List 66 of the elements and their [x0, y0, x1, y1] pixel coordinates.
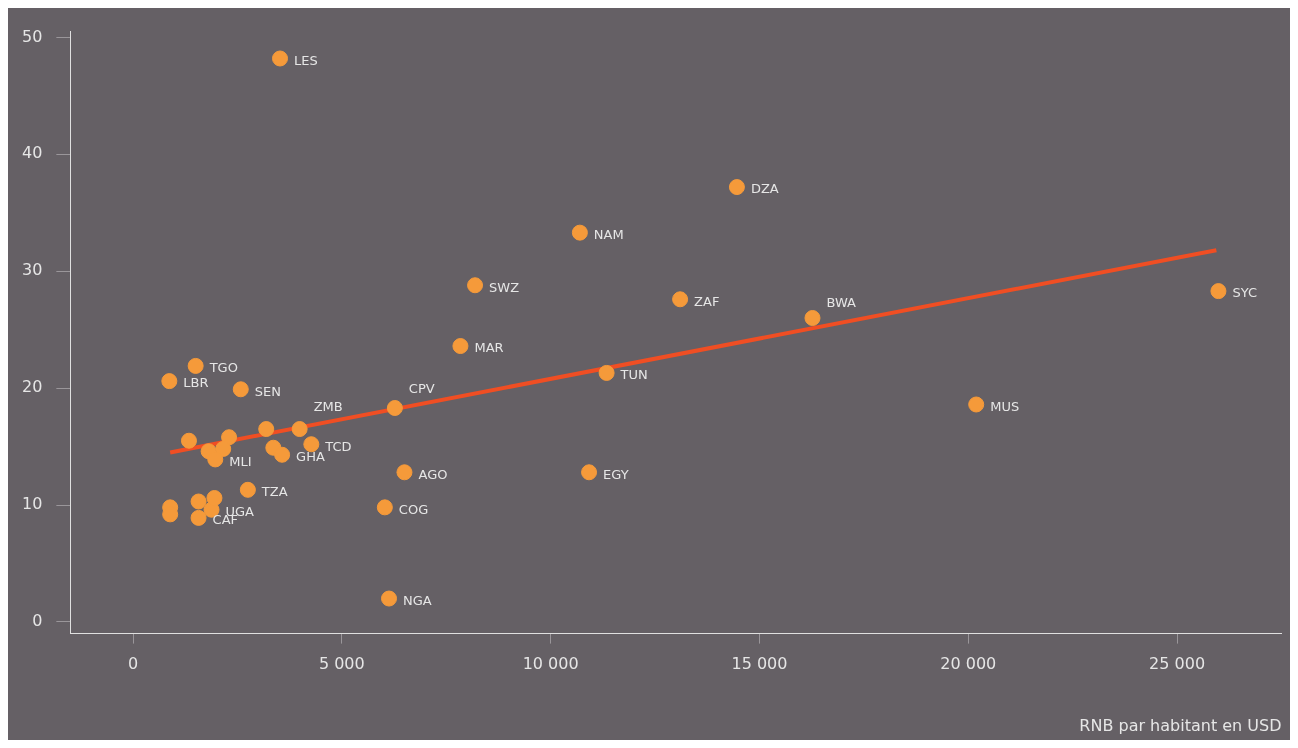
point: [728, 179, 745, 196]
y-tick-label: 30: [22, 260, 43, 280]
point: [598, 364, 615, 381]
data-label: TZA: [260, 484, 288, 500]
data-label: EGY: [603, 466, 629, 482]
point: [386, 400, 403, 416]
point: [274, 446, 291, 463]
data-label: ZAF: [694, 293, 720, 309]
point: [581, 464, 598, 481]
data-label: NAM: [593, 227, 624, 243]
x-tick-label: 0: [127, 654, 139, 674]
point: [381, 590, 398, 607]
data-label: DZA: [750, 181, 779, 197]
point: [968, 396, 985, 413]
data-label: NGA: [403, 592, 432, 608]
point: [206, 490, 223, 506]
point: [467, 277, 484, 294]
point: [452, 338, 469, 355]
x-tick-label: 20 000: [940, 654, 997, 674]
point: [303, 436, 320, 453]
data-label: SYC: [1232, 285, 1257, 301]
point: [272, 50, 289, 67]
point: [161, 373, 178, 390]
point: [571, 224, 588, 241]
data-label: LBR: [183, 375, 209, 391]
point: [291, 421, 308, 438]
data-label: MAR: [474, 340, 504, 356]
point: [180, 432, 197, 449]
point: [376, 499, 393, 516]
x-tick-label: 10 000: [522, 654, 579, 674]
data-label: AGO: [418, 466, 448, 482]
point: [187, 357, 204, 374]
data-label: ZMB: [313, 399, 343, 415]
data-label: TUN: [619, 367, 648, 383]
point: [672, 291, 689, 308]
point: [232, 381, 249, 398]
y-tick-label: 0: [32, 611, 43, 631]
data-label: MUS: [990, 398, 1020, 414]
point: [207, 451, 224, 468]
point: [1210, 283, 1227, 300]
data-label: SWZ: [489, 279, 520, 295]
point: [215, 440, 232, 457]
data-label: BWA: [826, 295, 857, 311]
x-tick-label: 25 000: [1149, 654, 1206, 674]
data-label: CPV: [408, 381, 435, 397]
point: [396, 464, 413, 481]
data-label: TGO: [208, 360, 238, 376]
y-tick-label: 50: [22, 26, 43, 46]
point: [239, 481, 256, 498]
x-tick-label: 15 000: [731, 654, 788, 674]
y-tick-label: 40: [22, 143, 43, 163]
data-label: LES: [294, 52, 318, 68]
x-axis-title: RNB par habitant en USD: [1079, 715, 1282, 735]
data-label: TCD: [324, 438, 352, 454]
point: [190, 509, 207, 526]
x-tick-label: 5 000: [318, 654, 365, 674]
point: [190, 493, 207, 510]
data-label: MLI: [229, 453, 252, 469]
point: [804, 309, 821, 326]
data-label: SEN: [254, 383, 281, 399]
data-label: COG: [398, 501, 429, 517]
point: [221, 429, 238, 446]
y-tick-label: 10: [22, 494, 43, 514]
data-label: GHA: [296, 449, 325, 465]
point: [258, 421, 275, 438]
y-tick-label: 20: [22, 377, 43, 397]
